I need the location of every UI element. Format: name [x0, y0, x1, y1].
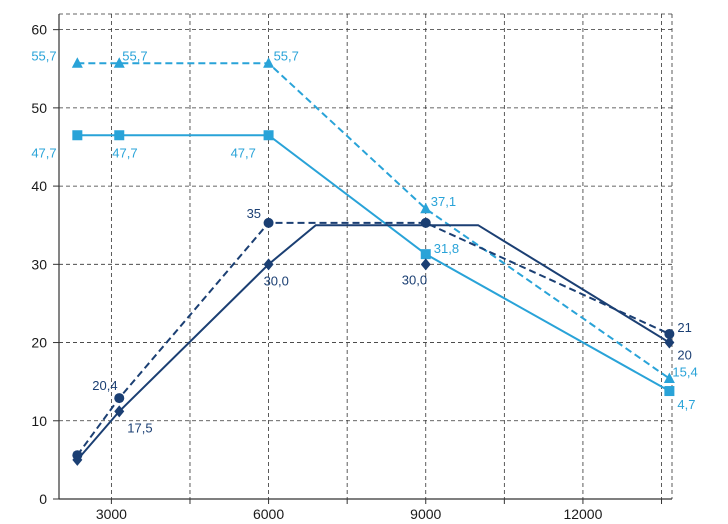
circle-marker	[664, 328, 675, 339]
diamond-marker	[420, 258, 431, 271]
diamond-marker	[114, 405, 125, 418]
y-tick-label: 50	[31, 100, 47, 116]
data-label: 31,8	[434, 241, 459, 256]
diamond-marker	[664, 336, 675, 349]
series-line-0	[77, 62, 670, 380]
y-tick-label: 20	[31, 335, 47, 351]
data-label: 4,7	[677, 397, 695, 412]
series-line-3	[76, 224, 670, 461]
grid	[59, 13, 673, 499]
y-tick-label: 30	[31, 256, 47, 272]
axes: 0 10 20 30 40 50 60 3000 6000 9000 12000	[31, 14, 672, 522]
data-label: 15,4	[672, 365, 697, 380]
triangle-marker	[420, 202, 432, 214]
triangle-marker	[663, 372, 675, 384]
triangle-marker	[71, 57, 83, 68]
diamond-marker	[263, 258, 274, 271]
data-label: 20	[677, 348, 691, 363]
data-label: 47,7	[112, 145, 137, 160]
x-tick-label: 12000	[563, 506, 602, 522]
square-marker	[72, 130, 83, 141]
data-label: 55,7	[31, 48, 56, 63]
square-marker	[664, 386, 675, 397]
series-line-1	[77, 134, 670, 392]
data-label: 47,7	[31, 145, 56, 160]
data-label: 20,4	[92, 378, 117, 393]
y-tick-label: 40	[31, 178, 47, 194]
y-tick-label: 60	[31, 22, 47, 38]
square-marker	[263, 130, 274, 141]
data-label: 37,1	[431, 194, 456, 209]
triangle-marker	[263, 57, 275, 68]
circle-marker	[114, 393, 125, 404]
x-tick-label: 6000	[253, 506, 284, 522]
data-label: 55,7	[274, 48, 299, 63]
circle-marker	[420, 217, 431, 228]
circle-marker	[263, 217, 274, 228]
y-tick-label: 10	[31, 413, 47, 429]
series-layer	[71, 57, 675, 466]
series-line-2	[76, 221, 670, 456]
data-label: 47,7	[231, 145, 256, 160]
y-tick-label: 0	[39, 491, 47, 507]
square-marker	[114, 130, 125, 141]
data-label: 17,5	[127, 420, 152, 435]
data-labels: 55,7 55,7 55,7 37,1 15,4 47,7 47,7 47,7 31,8 4,7 2…	[31, 48, 697, 435]
data-label: 55,7	[122, 48, 147, 63]
data-label: 35	[247, 206, 261, 221]
square-marker	[420, 249, 431, 260]
data-label: 21	[677, 320, 691, 335]
data-label: 30,0	[402, 272, 427, 287]
triangle-marker	[113, 57, 125, 68]
x-tick-label: 3000	[96, 506, 127, 522]
data-label: 30,0	[264, 273, 289, 288]
x-tick-label: 9000	[410, 506, 441, 522]
diamond-marker	[72, 453, 83, 466]
